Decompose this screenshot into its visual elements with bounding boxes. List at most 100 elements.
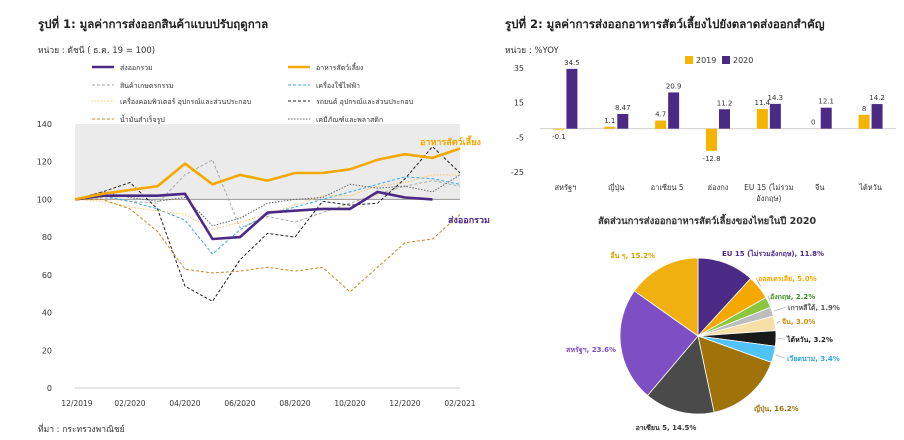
legend-swatch-2020 — [722, 56, 730, 64]
fig1-title: รูปที่ 1: มูลค่าการส่งออกสินค้าแบบปรับฤด… — [38, 17, 269, 31]
bar-value-label: 20.9 — [666, 82, 682, 90]
x-tick-label: 02/2020 — [114, 399, 145, 408]
y-tick-label: 140 — [37, 120, 52, 129]
pie-slice-11 — [633, 257, 699, 337]
end-label-pet-food: อาหารสัตว์เลี้ยง — [420, 135, 481, 148]
bar-value-label: 4.7 — [655, 111, 666, 119]
leader-line — [775, 354, 786, 359]
pie-label: จีน, 3.0% — [781, 318, 815, 326]
category-label: จีน — [814, 183, 824, 192]
y-tick-label: 20 — [42, 346, 52, 355]
pie-label: เวียดนาม, 3.4% — [787, 355, 840, 363]
pie-label: ออสเตรเลีย, 5.0% — [758, 275, 817, 283]
bar-value-label: 8.47 — [615, 104, 631, 112]
bar-2019 — [756, 108, 768, 129]
series-line-3 — [74, 159, 461, 229]
bar-2020 — [566, 68, 578, 129]
end-label-total-exports: ส่งออกรวม — [448, 215, 490, 226]
bar-value-label: 14.2 — [869, 94, 885, 102]
bar-2019 — [706, 128, 717, 151]
bar-2020 — [668, 92, 680, 129]
bar-value-label: 0 — [811, 119, 815, 127]
legend-label: น้ำมันสำเร็จรูป — [120, 113, 165, 124]
bar-value-label: -0.1 — [552, 133, 566, 141]
y-tick-label: -25 — [511, 168, 524, 177]
category-label: ญี่ปุ่น — [608, 182, 624, 192]
bar-2020 — [617, 113, 629, 129]
legend-label: เคมีภัณฑ์และพลาสติก — [316, 116, 383, 124]
pie-label: EU 15 (ไม่รวมอังกฤษ), 11.8% — [722, 249, 824, 258]
pie-label: อื่น ๆ, 15.2% — [610, 250, 655, 260]
bar-2019 — [655, 120, 667, 129]
legend-swatch-2019 — [685, 56, 693, 64]
series-line-8 — [74, 174, 461, 227]
x-tick-label: 08/2020 — [279, 399, 310, 408]
y-tick-label: 40 — [42, 309, 52, 318]
pie-label: สหรัฐฯ, 23.6% — [566, 346, 616, 355]
y-tick-label: 35 — [514, 64, 524, 73]
y-tick-label: 120 — [37, 158, 52, 167]
category-label: อังกฤษ) — [756, 194, 781, 203]
x-tick-label: 12/2020 — [389, 399, 420, 408]
y-tick-label: 60 — [42, 271, 52, 280]
fig2-title: รูปที่ 2: มูลค่าการส่งออกอาหารสัตว์เลี้ย… — [505, 17, 825, 31]
pie-slice-10 — [619, 290, 699, 397]
leader-line — [776, 320, 781, 324]
category-label: ฮ่องกง — [708, 183, 729, 192]
series-line-7 — [75, 198, 461, 293]
pie-slice-9 — [646, 335, 715, 415]
series-line-6 — [74, 146, 461, 302]
pie-label: อาเซียน 5, 14.5% — [636, 424, 697, 432]
pie-label: ญี่ปุ่น, 16.2% — [754, 403, 799, 413]
legend-label: เครื่องคอมพิวเตอร์ อุปกรณ์และส่วนประกอบ — [120, 97, 251, 106]
x-tick-label: 10/2020 — [334, 399, 365, 408]
x-tick-label: 04/2020 — [169, 399, 200, 408]
bar-2020 — [820, 107, 832, 129]
bar-2019 — [858, 114, 870, 129]
fig1-source: ที่มา : กระทรวงพาณิชย์ — [38, 425, 125, 435]
bar-2020 — [871, 104, 883, 129]
plot-shade — [75, 124, 460, 200]
fig3-title: สัดส่วนการส่งออกอาหารสัตว์เลี้ยงของไทยใน… — [598, 216, 817, 227]
legend-label-2020: 2020 — [733, 56, 753, 65]
category-label: ไต้หวัน — [858, 183, 882, 192]
legend-label: อาหารสัตว์เลี้ยง — [316, 61, 363, 72]
legend-label: รถยนต์ อุปกรณ์และส่วนประกอบ — [316, 98, 413, 106]
fig1-line-chart: 0 20 40 60 80 100 120 140 12/2019 02/2020 04/2020 0… — [37, 61, 490, 408]
y-tick-label: 15 — [514, 99, 524, 108]
pie-slice-8 — [697, 335, 772, 413]
category-label: สหรัฐฯ — [554, 183, 576, 192]
bar-value-label: 1.1 — [604, 117, 615, 125]
category-label: EU 15 (ไม่รวม — [744, 183, 793, 192]
series-line-1 — [74, 190, 433, 241]
bar-value-label: 12.1 — [818, 98, 834, 106]
fig2-bar-chart: 35 15 -5 -25 2019 2020 -0.1 34.5 สหรัฐฯ 1.18.47 ญี… — [511, 56, 896, 203]
fig2-unit: หน่วย : %YOY — [505, 46, 559, 56]
legend-label-2019: 2019 — [696, 56, 716, 65]
bar-value-label: 8 — [862, 105, 866, 113]
bar-2020 — [719, 109, 730, 129]
bar-value-label: 34.5 — [564, 59, 580, 67]
bar-value-label: 11.4 — [755, 99, 771, 107]
y-tick-label: 0 — [47, 384, 52, 393]
leader-line — [767, 295, 771, 302]
x-tick-label: 12/2019 — [61, 399, 92, 408]
legend-label: สินค้าเกษตรกรรม — [120, 82, 174, 90]
bar-2019 — [604, 126, 616, 129]
series-line-2 — [74, 147, 461, 201]
x-tick-label: 02/2021 — [444, 399, 475, 408]
bar-2020 — [769, 103, 781, 129]
y-tick-label: -5 — [516, 133, 524, 142]
fig3-pie-chart: EU 15 (ไม่รวมอังกฤษ), 11.8% ออสเตรเลีย, 5… — [566, 249, 840, 432]
pie-label: อังกฤษ, 2.2% — [770, 293, 815, 301]
leader-line — [755, 277, 761, 287]
fig1-unit: หน่วย : ดัชนี ( ธ.ค. 19 = 100) — [38, 46, 156, 56]
bar-2019 — [553, 128, 565, 130]
bar-value-label: 11.2 — [717, 99, 733, 107]
y-tick-label: 80 — [42, 233, 52, 242]
pie-label: ไต้หวัน, 3.2% — [786, 335, 833, 344]
x-tick-label: 06/2020 — [224, 399, 255, 408]
series-line-4 — [74, 176, 461, 255]
leader-line — [773, 306, 787, 312]
bar-value-label: 14.3 — [768, 94, 784, 102]
